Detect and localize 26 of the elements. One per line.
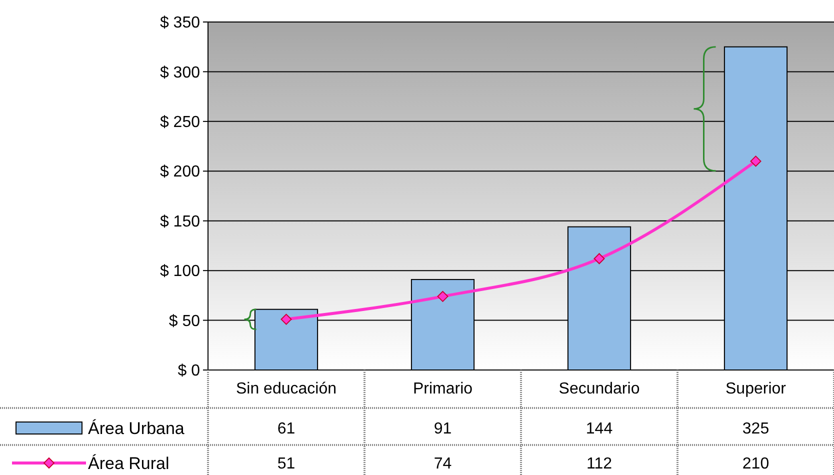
x-tick-label: Superior: [726, 380, 787, 398]
point: [594, 253, 605, 264]
y-tick-label: $ 300: [160, 64, 200, 82]
point: [280, 314, 292, 325]
y-tick-label: $ 50: [168, 312, 200, 330]
x-tick-label: Secundario: [558, 380, 640, 398]
data-label: 51: [277, 456, 296, 473]
legend-label: Área Urbana: [88, 418, 185, 438]
y-tick-label: $ 150: [160, 213, 200, 230]
data-label: 144: [586, 420, 613, 438]
data-label: 112: [586, 456, 612, 473]
y-tick-label: $ 100: [160, 263, 200, 280]
y-tick-label: $ 350: [160, 14, 200, 32]
x-tick-label: Primario: [412, 380, 473, 398]
x-tick-label: Sin educación: [236, 380, 337, 398]
data-label: 325: [742, 420, 770, 438]
data-label: 74: [434, 456, 452, 473]
point: [750, 156, 762, 167]
y-tick-label: $ 0: [178, 362, 200, 380]
y-tick-label: $ 200: [160, 164, 200, 181]
y-tick-label: $ 250: [160, 114, 200, 132]
legend-label: Área Rural: [88, 454, 170, 473]
data-label: 210: [742, 456, 770, 473]
point: [437, 290, 448, 302]
data-label: 61: [277, 420, 296, 438]
data-label: 91: [434, 420, 452, 438]
